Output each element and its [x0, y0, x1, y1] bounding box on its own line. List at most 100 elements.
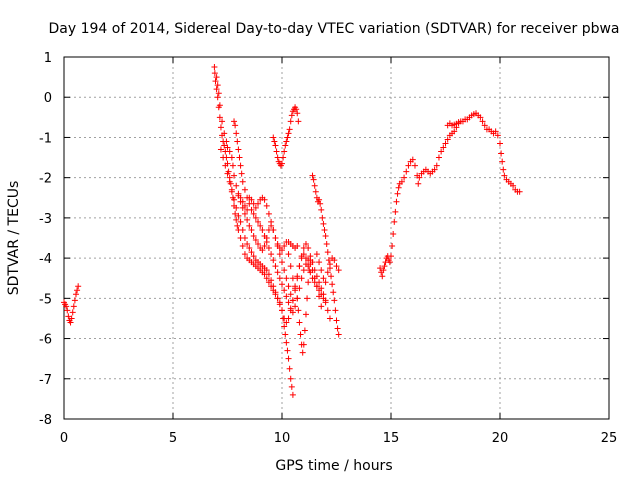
- data-point: [282, 331, 289, 338]
- data-point: [316, 293, 323, 300]
- y-tick-label: 0: [44, 91, 52, 106]
- data-point: [283, 275, 290, 282]
- data-point: [233, 204, 240, 211]
- data-point: [331, 297, 338, 304]
- data-point: [312, 188, 319, 195]
- data-point: [252, 214, 259, 221]
- data-point: [255, 218, 262, 225]
- data-point: [415, 180, 422, 187]
- data-point: [403, 168, 410, 175]
- data-point: [326, 315, 333, 322]
- data-point: [292, 285, 299, 292]
- data-point: [69, 309, 76, 316]
- data-point: [294, 273, 301, 280]
- data-point: [279, 259, 285, 266]
- data-point: [220, 154, 227, 161]
- data-point: [248, 249, 255, 256]
- data-point: [231, 172, 238, 179]
- data-point: [477, 114, 484, 121]
- data-point: [72, 291, 79, 298]
- data-point: [236, 154, 243, 161]
- data-point: [279, 307, 285, 314]
- data-point: [317, 200, 324, 207]
- data-point: [323, 241, 330, 248]
- data-point: [296, 319, 303, 326]
- data-point: [287, 291, 294, 298]
- data-point: [333, 317, 340, 324]
- data-point: [394, 190, 401, 197]
- data-point: [416, 174, 423, 181]
- data-point: [442, 140, 449, 147]
- data-point: [320, 291, 327, 298]
- data-point: [241, 210, 248, 217]
- data-point: [295, 307, 302, 314]
- data-point: [257, 222, 264, 229]
- data-point: [330, 289, 337, 296]
- data-point: [283, 138, 290, 145]
- data-point: [335, 331, 342, 338]
- data-point: [250, 253, 257, 260]
- data-point: [226, 148, 233, 155]
- data-point: [392, 208, 399, 215]
- data-point: [271, 138, 278, 145]
- data-point: [239, 226, 246, 233]
- data-point: [286, 365, 293, 372]
- data-point: [283, 339, 290, 346]
- data-point: [237, 194, 244, 201]
- data-point: [228, 188, 235, 195]
- data-point: [481, 122, 488, 129]
- data-point: [288, 112, 295, 119]
- data-point: [285, 315, 292, 322]
- data-point: [65, 313, 72, 320]
- data-point: [501, 172, 508, 179]
- data-point: [281, 243, 288, 250]
- data-point: [311, 182, 318, 189]
- data-point: [435, 154, 442, 161]
- data-point: [279, 247, 285, 254]
- data-point: [316, 279, 323, 286]
- data-point: [282, 142, 289, 149]
- data-point: [281, 323, 288, 330]
- data-point: [231, 118, 238, 125]
- data-point: [333, 263, 340, 270]
- data-point: [309, 172, 316, 179]
- data-point: [250, 210, 257, 217]
- data-point: [261, 232, 268, 239]
- data-point: [391, 218, 398, 225]
- data-point: [313, 273, 320, 280]
- data-point: [377, 265, 384, 272]
- data-point: [261, 243, 268, 250]
- axis-ticks: [63, 56, 610, 420]
- data-point: [389, 243, 396, 250]
- data-point: [237, 218, 244, 225]
- data-point: [219, 118, 226, 125]
- data-point: [241, 186, 248, 193]
- data-point: [431, 166, 438, 173]
- data-point: [274, 241, 281, 248]
- data-point: [252, 204, 259, 211]
- plot-frame: [63, 56, 610, 420]
- data-point: [238, 170, 245, 177]
- data-point: [274, 269, 281, 276]
- data-point: [263, 267, 270, 274]
- data-point: [261, 196, 268, 203]
- data-point: [319, 214, 326, 221]
- y-tick-label: -4: [39, 252, 52, 267]
- data-point: [75, 283, 82, 290]
- data-point: [316, 196, 323, 203]
- data-point: [241, 251, 248, 258]
- data-point: [272, 263, 279, 270]
- data-point: [305, 279, 312, 286]
- data-point: [433, 162, 440, 169]
- data-point: [285, 355, 292, 362]
- data-point: [233, 182, 240, 189]
- data-point: [313, 283, 320, 290]
- y-tick-labels: 1 0 -1 -2 -3 -4 -5 -6 -7 -8: [39, 51, 52, 428]
- data-point: [270, 257, 277, 264]
- data-point: [231, 196, 238, 203]
- data-point: [302, 241, 309, 248]
- data-point: [329, 281, 336, 288]
- data-point: [214, 94, 221, 101]
- data-point: [298, 253, 305, 260]
